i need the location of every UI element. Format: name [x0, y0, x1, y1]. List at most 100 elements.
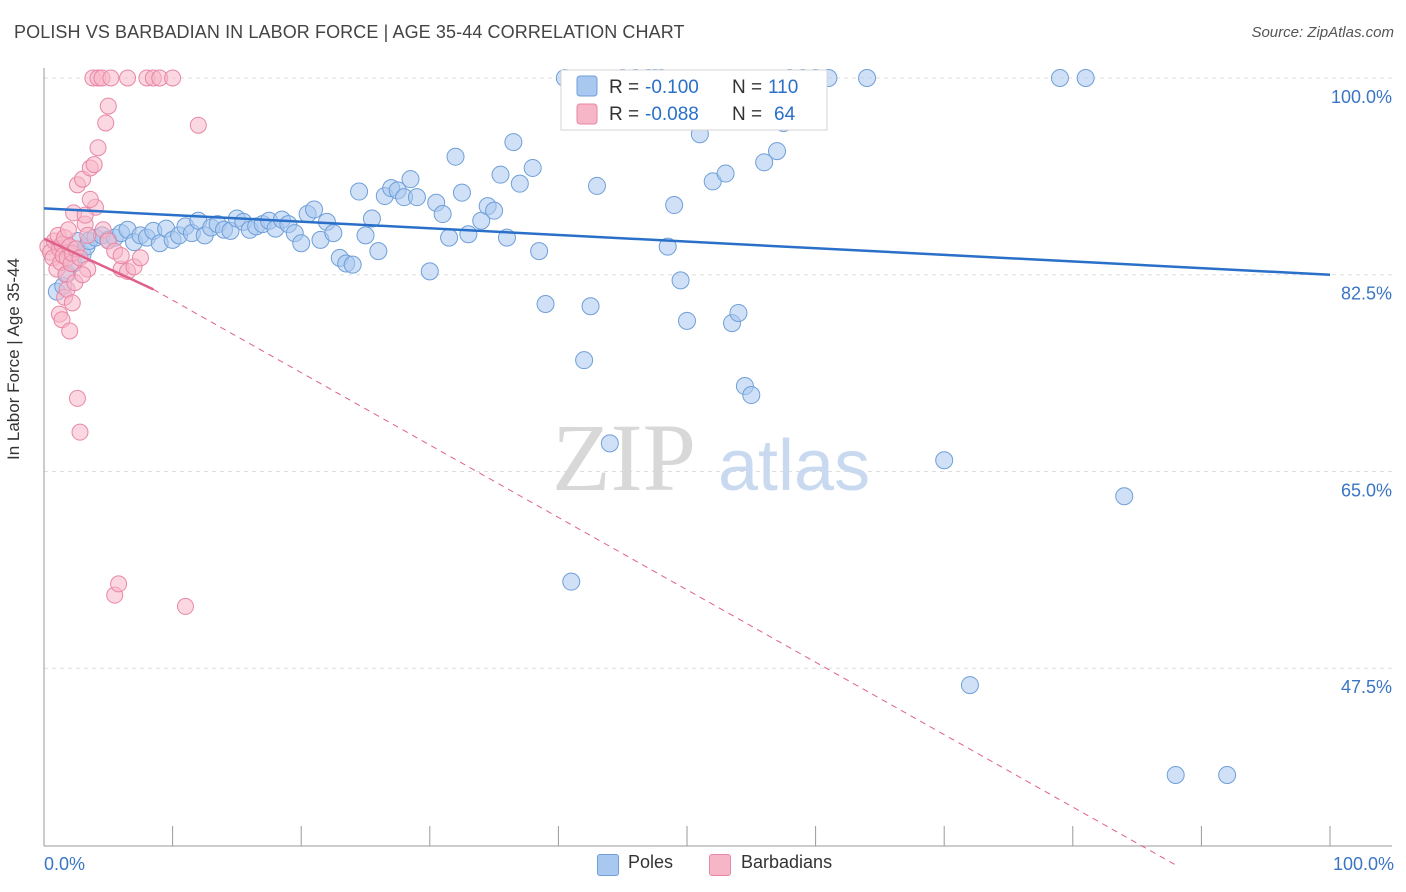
poles-point-60 [420, 262, 439, 281]
watermark: ZIP atlas [552, 404, 870, 511]
barbadians-points [39, 69, 207, 615]
poles-point-69 [485, 201, 504, 220]
poles-point-101 [768, 142, 787, 161]
barbadians-point-45 [74, 266, 92, 284]
poles-point-109 [960, 676, 979, 695]
legend-barb-r-label: R = [609, 104, 639, 125]
barbadians-point-57 [131, 249, 149, 267]
poles-trend-line [43, 207, 1331, 276]
legend-swatch-barbadians [576, 103, 598, 125]
poles-point-97 [729, 303, 748, 322]
axes [43, 68, 1392, 847]
legend-swatch-poles [576, 75, 598, 97]
poles-point-63 [440, 228, 459, 247]
y-tick-2: 65.0% [1341, 480, 1392, 500]
legend-barb-n-label: N = [732, 104, 762, 125]
legend-poles-r-label: R = [609, 77, 639, 98]
watermark-atlas: atlas [718, 426, 870, 506]
legend-barb-n-value: 64 [774, 104, 796, 125]
poles-point-92 [678, 311, 696, 330]
poles-point-49 [343, 255, 362, 274]
poles-point-66 [459, 225, 478, 244]
legend-box: R = -0.100 N = 110 R = -0.088 N = 64 [560, 69, 828, 131]
barbadians-point-47 [79, 226, 97, 244]
poles-point-80 [575, 351, 594, 370]
poles-point-64 [446, 147, 465, 166]
barbadians-point-41 [63, 294, 81, 312]
barbadians-point-54 [112, 247, 130, 265]
legend-poles-n-value: 110 [768, 77, 798, 98]
legend-bottom-barbadians-swatch [709, 854, 731, 876]
barbadians-point-43 [68, 389, 86, 407]
legend-poles-r-value: -0.100 [645, 77, 699, 98]
poles-point-65 [452, 183, 471, 202]
poles-point-113 [1166, 766, 1185, 785]
legend-bottom-poles-swatch [597, 854, 619, 876]
barbadians-point-61 [164, 69, 182, 87]
barbadians-point-29 [97, 114, 115, 132]
barbadians-point-30 [99, 97, 117, 115]
x-tick-max: 100.0% [1333, 854, 1394, 874]
y-tick-1: 82.5% [1341, 284, 1392, 304]
poles-point-52 [362, 209, 381, 228]
poles-point-51 [356, 226, 375, 245]
barbadians-trend-extension [153, 288, 1176, 866]
poles-point-72 [504, 133, 523, 152]
poles-point-75 [530, 242, 549, 261]
y-tick-labels: 100.0% 82.5% 65.0% 47.5% [1331, 87, 1392, 697]
poles-point-50 [350, 182, 369, 201]
barbadians-point-63 [189, 116, 207, 134]
poles-point-89 [658, 237, 677, 256]
poles-point-108 [935, 451, 954, 470]
poles-point-78 [562, 572, 581, 591]
y-tick-0: 100.0% [1331, 87, 1392, 107]
poles-point-53 [369, 242, 388, 261]
y-axis-label: In Labor Force | Age 35-44 [4, 258, 23, 460]
barbadians-point-50 [89, 139, 107, 157]
barbadians-point-48 [81, 190, 99, 208]
barbadians-point-62 [176, 597, 194, 615]
poles-point-58 [401, 170, 420, 189]
barbadians-trend-line [43, 237, 154, 291]
poles-point-81 [581, 297, 600, 316]
barbadians-point-33 [110, 575, 128, 593]
poles-point-41 [292, 234, 311, 253]
poles-point-90 [665, 196, 684, 215]
barbadians-point-13 [59, 221, 77, 239]
barbadians-point-35 [119, 69, 137, 87]
poles-point-100 [755, 153, 774, 172]
poles-point-46 [324, 224, 343, 243]
legend-bottom-poles-label: Poles [628, 852, 674, 872]
legend-barb-r-value: -0.088 [645, 104, 699, 125]
poles-point-62 [433, 205, 452, 224]
poles-point-99 [742, 386, 761, 405]
poles-point-111 [1076, 69, 1095, 87]
poles-point-110 [1050, 69, 1069, 87]
legend-poles-n-label: N = [732, 77, 762, 98]
poles-point-70 [491, 165, 510, 184]
poles-point-112 [1115, 487, 1134, 506]
poles-point-107 [858, 69, 877, 87]
x-tick-min: 0.0% [44, 854, 85, 874]
y-tick-3: 47.5% [1341, 677, 1392, 697]
barbadians-point-40 [61, 322, 79, 340]
poles-point-82 [587, 176, 606, 195]
poles-point-91 [671, 271, 690, 290]
poles-point-95 [716, 164, 735, 183]
poles-point-59 [407, 188, 426, 207]
poles-point-114 [1218, 766, 1237, 785]
legend-bottom-barbadians-label: Barbadians [741, 852, 833, 872]
watermark-zip: ZIP [552, 404, 696, 511]
poles-point-76 [536, 294, 555, 313]
poles-point-83 [600, 434, 619, 453]
source-credit: Source: ZipAtlas.com [1251, 24, 1394, 41]
poles-point-43 [305, 200, 324, 219]
barbadians-point-31 [102, 69, 120, 87]
poles-point-74 [523, 158, 542, 177]
x-tick-labels: 0.0% 100.0% [44, 854, 1394, 874]
poles-point-73 [510, 174, 529, 193]
barbadians-point-49 [85, 156, 103, 174]
trend-lines [43, 207, 1331, 866]
chart-title: POLISH VS BARBADIAN IN LABOR FORCE | AGE… [14, 22, 685, 42]
grid-lines [44, 77, 1392, 669]
